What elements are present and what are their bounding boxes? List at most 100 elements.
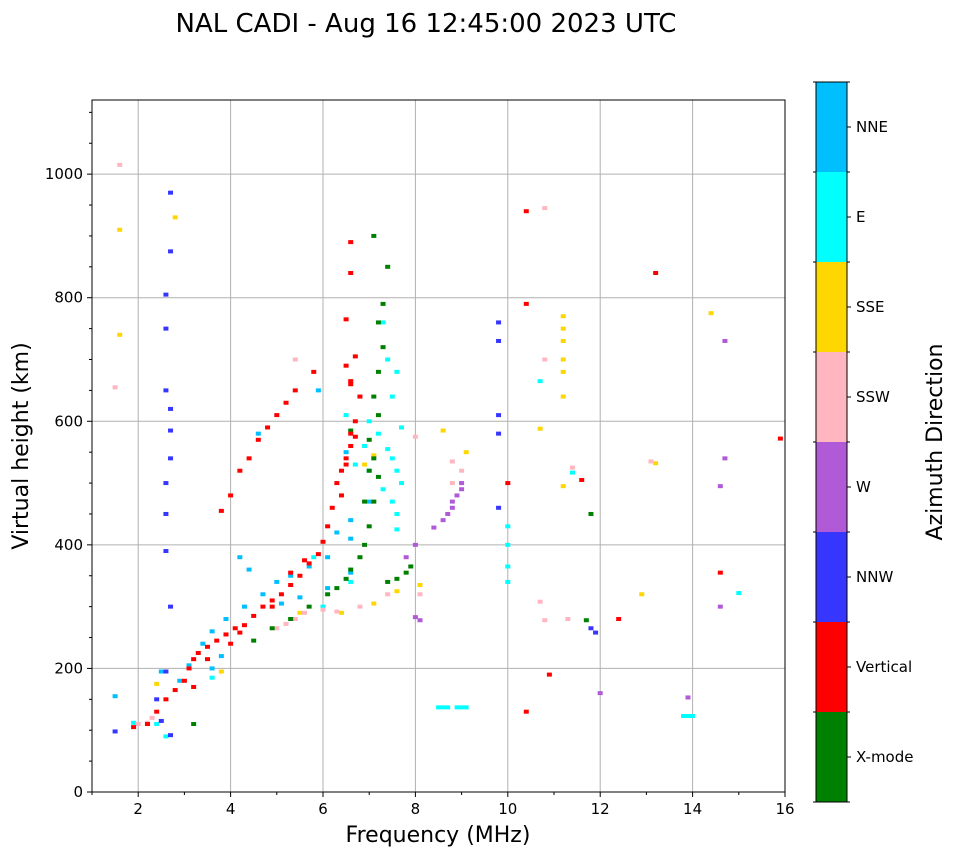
data-point-vertical — [131, 725, 137, 730]
x-tick-label: 4 — [226, 800, 236, 818]
data-point-vertical — [523, 709, 529, 714]
data-point-vertical — [352, 434, 358, 439]
data-point-vertical — [338, 468, 344, 473]
data-point-e — [394, 468, 400, 473]
data-point-sse — [117, 332, 123, 337]
data-point-vertical — [292, 388, 298, 393]
data-point-ssw — [274, 626, 280, 631]
data-point-vertical — [357, 394, 363, 399]
data-point-vertical — [348, 240, 354, 245]
data-point-vertical — [343, 456, 349, 461]
x-tick-label: 6 — [318, 800, 328, 818]
colorbar-swatch — [816, 352, 847, 442]
data-point-w — [440, 518, 446, 523]
data-point-ssw — [334, 609, 340, 614]
data-point-vertical — [278, 592, 284, 597]
data-point-vertical — [334, 481, 340, 486]
data-point-e — [505, 542, 511, 547]
data-point-vertical — [186, 666, 192, 671]
data-point-w — [454, 493, 460, 498]
data-point-vertical — [214, 638, 220, 643]
data-point-sse — [653, 461, 659, 466]
data-point-x-mode — [385, 579, 391, 584]
y-tick-label: 600 — [54, 412, 83, 430]
colorbar-label: E — [856, 208, 865, 226]
data-point-sse — [172, 215, 178, 220]
data-point-ssw — [565, 617, 571, 621]
data-point-sse — [297, 610, 303, 615]
data-point-nne — [325, 586, 331, 591]
data-point-nnw — [496, 431, 502, 436]
data-point-vertical — [223, 632, 229, 637]
data-point-vertical — [325, 524, 331, 529]
data-point-ssw — [283, 621, 289, 626]
colorbar-label: SSE — [856, 298, 885, 316]
data-point-e — [505, 564, 511, 569]
y-tick-label: 200 — [54, 659, 83, 677]
data-point-vertical — [352, 354, 358, 359]
data-point-nne — [334, 530, 340, 535]
data-point-e — [505, 524, 511, 529]
data-point-x-mode — [371, 394, 377, 399]
x-tick-label: 8 — [411, 800, 421, 818]
data-point-nne — [246, 567, 252, 572]
data-point-nne — [297, 595, 303, 600]
data-point-nne — [343, 450, 349, 455]
data-point-x-mode — [380, 301, 386, 306]
data-point-nnw — [496, 413, 502, 418]
data-point-e — [154, 722, 160, 727]
data-point-nne — [177, 678, 183, 683]
data-point-e — [131, 720, 137, 725]
data-point-e — [537, 379, 543, 384]
data-point-e — [375, 431, 381, 436]
data-point-vertical — [191, 684, 197, 689]
data-point-ssw — [648, 459, 654, 464]
data-point-x-mode — [371, 499, 377, 504]
data-point-vertical — [265, 425, 271, 430]
data-point-nne — [186, 663, 192, 668]
data-point-nne — [237, 555, 243, 560]
data-point-ssw — [357, 604, 363, 609]
data-point-e — [362, 444, 368, 448]
data-point-e — [366, 419, 372, 424]
data-point-sse — [463, 450, 469, 455]
y-tick-label: 1000 — [45, 165, 83, 183]
data-point-e — [389, 499, 395, 504]
data-point-sse — [537, 426, 543, 431]
x-axis-label: Frequency (MHz) — [346, 823, 531, 848]
data-point-ssw — [537, 599, 543, 604]
data-point-vertical — [352, 419, 358, 424]
data-point-nne — [278, 601, 284, 606]
data-point-ssw — [112, 385, 118, 390]
data-point-w — [403, 555, 409, 560]
data-point-vertical — [232, 626, 238, 631]
data-point-vertical — [616, 617, 622, 621]
data-point-ssw — [149, 715, 155, 720]
data-point-e — [399, 425, 405, 430]
data-point-e — [394, 511, 400, 516]
data-point-vertical — [163, 697, 169, 702]
data-point-e — [454, 705, 469, 710]
data-point-ssw — [385, 592, 391, 597]
data-point-nne — [306, 564, 312, 569]
y-tick-label: 0 — [73, 783, 83, 801]
data-point-sse — [560, 326, 566, 331]
data-point-w — [445, 511, 451, 516]
data-point-nnw — [496, 320, 502, 325]
data-point-nne — [209, 666, 215, 671]
data-point-x-mode — [380, 345, 386, 350]
data-point-vertical — [260, 604, 266, 609]
data-point-x-mode — [343, 576, 349, 581]
data-point-vertical — [269, 598, 275, 603]
data-point-nne — [218, 654, 224, 659]
data-point-vertical — [251, 613, 257, 618]
data-point-ssw — [135, 722, 141, 727]
data-point-vertical — [237, 630, 243, 635]
data-point-ssw — [459, 468, 465, 473]
data-point-w — [449, 499, 455, 504]
chart-title: NAL CADI - Aug 16 12:45:00 2023 UTC — [176, 9, 677, 39]
data-point-vertical — [348, 431, 354, 436]
data-point-nnw — [163, 326, 169, 331]
data-point-nnw — [163, 549, 169, 554]
colorbar-label: W — [856, 478, 871, 496]
